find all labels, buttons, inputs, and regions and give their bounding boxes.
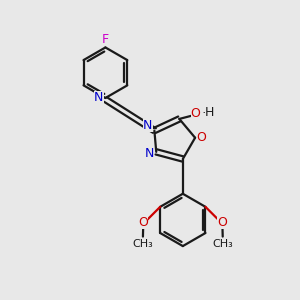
Text: N: N [143, 119, 152, 132]
Text: CH₃: CH₃ [212, 239, 233, 249]
Text: O: O [218, 216, 227, 229]
Text: -: - [202, 107, 206, 117]
Text: O: O [197, 131, 207, 144]
Text: O: O [138, 216, 148, 229]
Text: O: O [191, 107, 201, 120]
Text: N: N [145, 147, 154, 160]
Text: N: N [94, 92, 104, 104]
Text: CH₃: CH₃ [133, 239, 153, 249]
Text: H: H [205, 106, 214, 118]
Text: F: F [102, 33, 109, 46]
